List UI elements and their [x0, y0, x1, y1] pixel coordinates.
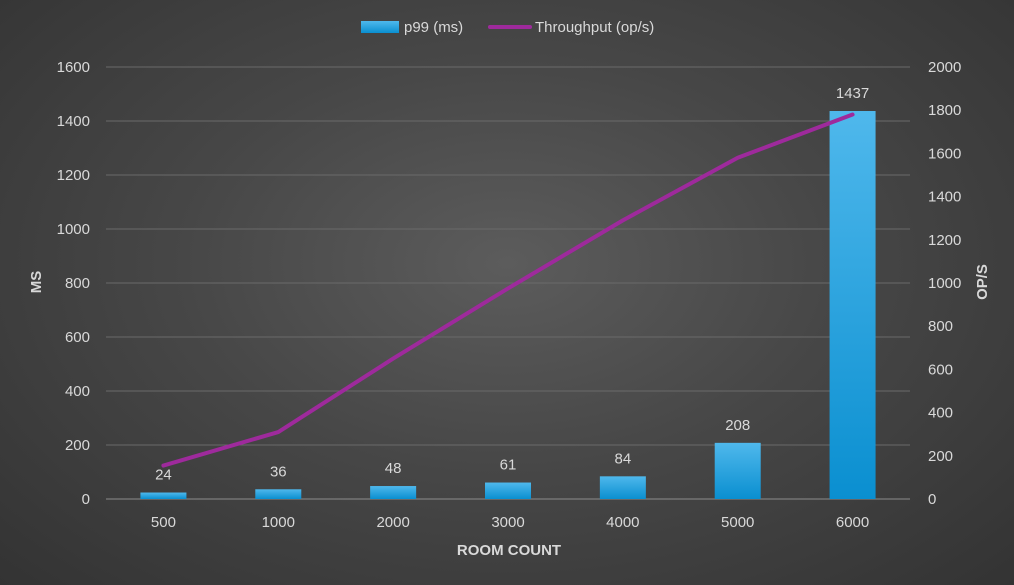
x-tick-label: 5000: [721, 514, 754, 531]
y2-tick-label: 200: [928, 448, 953, 465]
y-tick-label: 1600: [57, 59, 90, 76]
y-axis-right: 0 200 400 600 800 1000 1200 1400 1600 1800 2000: [928, 59, 961, 508]
y2-tick-label: 2000: [928, 59, 961, 76]
y-tick-label: 600: [65, 329, 90, 346]
y-tick-label: 400: [65, 383, 90, 400]
gridlines: [106, 66, 910, 500]
bar-data-label: 208: [725, 417, 750, 434]
y-tick-label: 1200: [57, 167, 90, 184]
bar: [370, 486, 417, 499]
x-tick-label: 500: [151, 514, 176, 531]
y2-tick-label: 0: [928, 491, 936, 508]
bar-data-label: 36: [270, 463, 287, 480]
line-series: [161, 112, 855, 468]
y2-tick-label: 1600: [928, 145, 961, 162]
x-tick-label: 3000: [491, 514, 524, 531]
bar: [485, 482, 531, 499]
bar-data-labels: 24 36 48 61 84 208 1437: [155, 85, 869, 484]
y-tick-label: 1000: [57, 221, 90, 238]
y-axis-left: 0 200 400 600 800 1000 1200 1400 1600: [57, 59, 90, 508]
bar: [140, 492, 187, 499]
y-tick-label: 200: [65, 437, 90, 454]
y2-tick-label: 1200: [928, 232, 961, 249]
y2-tick-label: 1400: [928, 189, 961, 206]
legend-swatch-bar: [361, 21, 399, 33]
y2-tick-label: 400: [928, 405, 953, 422]
x-axis-title: ROOM COUNT: [457, 542, 561, 559]
bar-series: [140, 111, 876, 499]
y2-tick-label: 1800: [928, 102, 961, 119]
bar-data-label: 1437: [836, 85, 869, 102]
bar: [255, 489, 302, 499]
x-axis: 500 1000 2000 3000 4000 5000 6000: [151, 514, 869, 531]
y-tick-label: 0: [82, 491, 90, 508]
x-tick-label: 4000: [606, 514, 639, 531]
y-tick-label: 1400: [57, 113, 90, 130]
bar-data-label: 48: [385, 460, 402, 477]
bar: [714, 442, 761, 499]
x-tick-label: 6000: [836, 514, 869, 531]
y2-axis-title: OP/S: [974, 264, 991, 300]
y2-tick-label: 800: [928, 318, 953, 335]
x-tick-label: 2000: [376, 514, 409, 531]
y2-tick-label: 600: [928, 361, 953, 378]
x-tick-label: 1000: [262, 514, 295, 531]
legend-label-bar: p99 (ms): [404, 19, 463, 36]
y-axis-title: MS: [28, 271, 45, 294]
throughput-line: [161, 112, 855, 468]
legend-label-line: Throughput (op/s): [535, 19, 654, 36]
y2-tick-label: 1000: [928, 275, 961, 292]
bar: [829, 111, 876, 499]
y-tick-label: 800: [65, 275, 90, 292]
bar-data-label: 24: [155, 467, 172, 484]
legend: p99 (ms) Throughput (op/s): [361, 19, 654, 36]
bar-data-label: 84: [615, 450, 632, 467]
bar: [599, 476, 646, 499]
bar-data-label: 61: [500, 457, 517, 474]
